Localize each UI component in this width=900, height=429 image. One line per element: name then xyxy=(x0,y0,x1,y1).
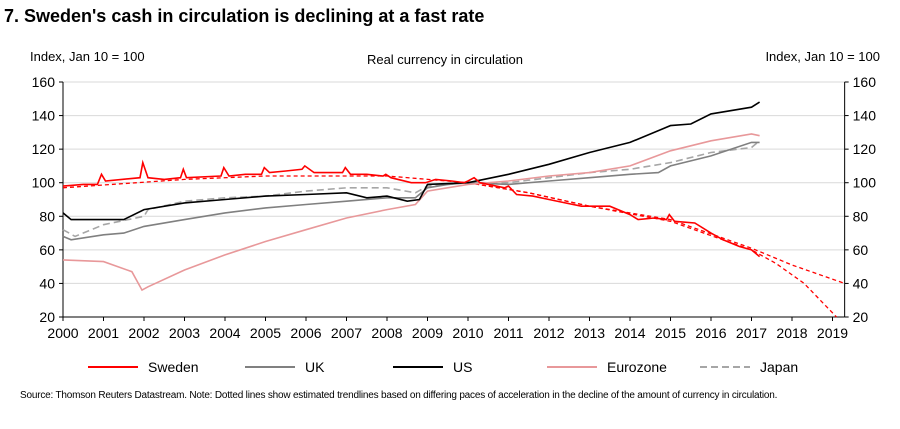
x-tick-label: 2019 xyxy=(817,325,848,341)
trendline xyxy=(467,182,837,318)
right-tick-label: 80 xyxy=(853,208,869,224)
left-tick-label: 100 xyxy=(32,175,56,191)
left-tick-label: 120 xyxy=(32,141,56,157)
x-tick-label: 2005 xyxy=(250,325,281,341)
left-tick-label: 60 xyxy=(39,242,55,258)
chart-subtitle: Real currency in circulation xyxy=(367,52,523,67)
right-tick-label: 160 xyxy=(853,74,877,90)
x-tick-label: 2011 xyxy=(493,325,523,341)
right-tick-label: 100 xyxy=(853,175,877,191)
x-tick-label: 2001 xyxy=(88,325,119,341)
right-tick-label: 60 xyxy=(853,242,869,258)
trendline xyxy=(62,175,845,285)
x-tick-label: 2010 xyxy=(452,325,483,341)
x-tick-label: 2017 xyxy=(736,325,767,341)
left-tick-label: 140 xyxy=(32,108,56,124)
series-line-sweden xyxy=(62,159,761,258)
left-tick-label: 40 xyxy=(39,275,55,291)
x-tick-label: 2000 xyxy=(47,325,78,341)
legend-label-us: US xyxy=(453,359,472,375)
x-tick-label: 2006 xyxy=(290,325,321,341)
x-tick-label: 2009 xyxy=(412,325,443,341)
x-tick-label: 2008 xyxy=(371,325,402,341)
x-tick-label: 2007 xyxy=(331,325,362,341)
source-note: Source: Thomson Reuters Datastream. Note… xyxy=(20,390,778,401)
left-tick-label: 160 xyxy=(32,74,56,90)
legend-label-japan: Japan xyxy=(760,359,798,375)
left-axis-label: Index, Jan 10 = 100 xyxy=(30,49,145,64)
chart-title: 7. Sweden's cash in circulation is decli… xyxy=(4,6,485,26)
x-tick-label: 2013 xyxy=(574,325,605,341)
series-line-eurozone xyxy=(62,133,760,292)
right-tick-label: 120 xyxy=(853,141,877,157)
x-tick-label: 2015 xyxy=(655,325,686,341)
legend-label-eurozone: Eurozone xyxy=(607,359,667,375)
left-tick-label: 20 xyxy=(39,309,55,325)
series-line-uk xyxy=(62,141,760,241)
series-line-japan xyxy=(62,140,761,238)
right-tick-label: 40 xyxy=(853,275,869,291)
left-tick-label: 80 xyxy=(39,208,55,224)
right-axis-label: Index, Jan 10 = 100 xyxy=(765,49,880,64)
legend-label-uk: UK xyxy=(305,359,325,375)
right-tick-label: 140 xyxy=(853,108,877,124)
x-tick-label: 2004 xyxy=(209,325,240,341)
x-tick-label: 2016 xyxy=(695,325,726,341)
x-tick-label: 2002 xyxy=(128,325,159,341)
x-tick-label: 2018 xyxy=(776,325,807,341)
right-tick-label: 20 xyxy=(853,309,869,325)
x-tick-label: 2003 xyxy=(169,325,200,341)
x-tick-label: 2014 xyxy=(614,325,645,341)
legend-label-sweden: Sweden xyxy=(148,359,199,375)
x-tick-label: 2012 xyxy=(533,325,564,341)
series-line-us xyxy=(62,101,761,221)
